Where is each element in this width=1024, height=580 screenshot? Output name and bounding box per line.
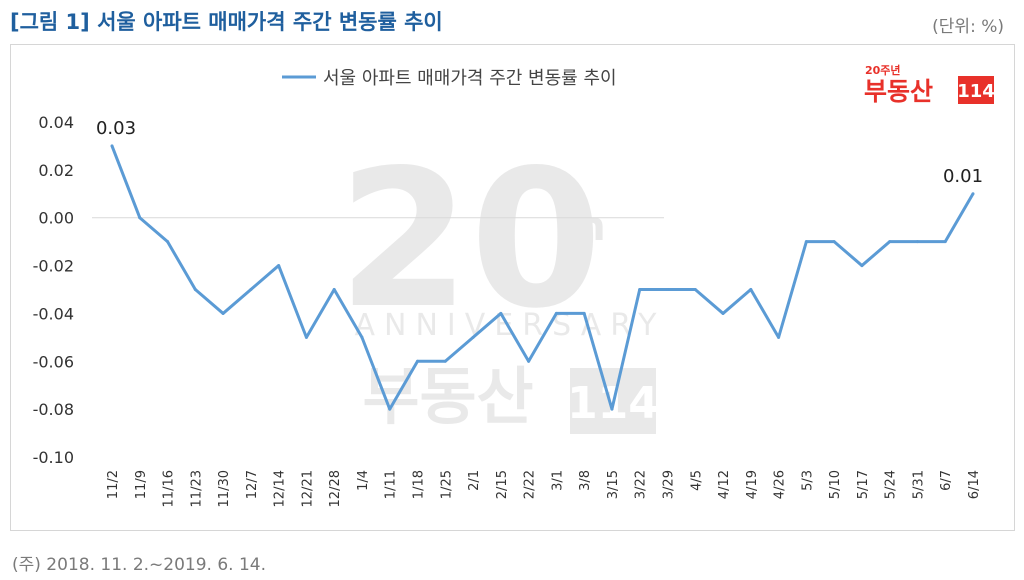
watermark-word: ANNIVERSARY	[355, 308, 666, 343]
data-point	[693, 288, 697, 291]
data-point	[832, 240, 836, 244]
y-tick-label: -0.02	[33, 257, 74, 276]
logo-badge: 20주년	[865, 63, 901, 77]
x-tick-label: 6/14	[967, 470, 982, 499]
x-tick-label: 4/12	[717, 470, 732, 499]
data-point	[915, 240, 919, 244]
brand-logo: 20주년 부동산 114	[864, 63, 994, 106]
figure-title: [그림 1] 서울 아파트 매매가격 주간 변동률 추이	[10, 10, 443, 34]
data-point	[388, 407, 392, 411]
logo-brand: 부동산	[864, 77, 933, 106]
data-point	[193, 288, 197, 291]
line-chart: 20 th ANNIVERSARY 부동산 114 서울 아파트 매매가격 주간…	[33, 68, 983, 507]
x-tick-label: 1/25	[439, 470, 454, 499]
x-tick-label: 2/22	[523, 470, 538, 499]
x-tick-label: 1/18	[412, 470, 427, 499]
footnote: (주) 2018. 11. 2.~2019. 6. 14.	[12, 555, 267, 575]
logo-number-box	[958, 76, 994, 104]
x-tick-label: 11/30	[217, 470, 232, 507]
data-point	[304, 335, 308, 339]
series-points	[110, 144, 975, 411]
y-tick-label: 0.00	[38, 209, 74, 228]
x-tick-label: 5/17	[856, 470, 871, 499]
x-tick-label: 1/4	[356, 470, 371, 491]
data-point	[360, 335, 364, 339]
x-tick-label: 5/3	[800, 470, 815, 491]
chart-frame	[10, 44, 1015, 531]
data-point	[554, 311, 558, 315]
data-point	[665, 288, 669, 291]
x-tick-label: 12/14	[273, 470, 288, 507]
x-tick-label: 2/1	[467, 470, 482, 491]
watermark-suffix: th	[558, 204, 606, 250]
data-point	[804, 240, 808, 244]
x-tick-label: 3/1	[550, 470, 565, 491]
x-tick-label: 2/15	[495, 470, 510, 499]
data-point	[749, 288, 753, 291]
x-tick-label: 1/11	[384, 470, 399, 499]
x-tick-label: 11/2	[106, 470, 121, 499]
x-tick-label: 11/23	[189, 470, 204, 507]
data-point	[471, 335, 475, 339]
x-tick-label: 5/10	[828, 470, 843, 499]
data-point	[332, 288, 336, 291]
data-point	[499, 311, 503, 315]
data-point	[971, 192, 975, 196]
x-tick-label: 12/21	[300, 470, 315, 507]
legend-label: 서울 아파트 매매가격 주간 변동률 추이	[323, 68, 617, 89]
x-tick-label: 12/7	[245, 470, 260, 499]
data-point	[888, 240, 892, 244]
x-tick-label: 3/15	[606, 470, 621, 499]
x-tick-label: 12/28	[328, 470, 343, 507]
data-point	[943, 240, 947, 244]
data-point	[527, 359, 531, 363]
data-point	[166, 240, 170, 244]
data-point	[638, 288, 642, 291]
data-point	[110, 144, 114, 148]
x-tick-label: 11/16	[162, 470, 177, 507]
y-tick-label: -0.10	[33, 448, 74, 467]
logo-number: 114	[957, 81, 994, 102]
data-point	[249, 288, 253, 291]
x-axis: 11/2 11/9 11/16 11/23 11/30 12/7 12/14 12/21 12/…	[106, 470, 982, 507]
data-point	[860, 264, 864, 268]
x-tick-label: 4/5	[689, 470, 704, 491]
y-tick-label: -0.06	[33, 352, 74, 371]
x-tick-label: 4/19	[745, 470, 760, 499]
data-point	[721, 311, 725, 315]
y-tick-label: -0.08	[33, 400, 74, 419]
data-label: 0.01	[943, 166, 983, 187]
watermark-brand: 부동산	[362, 360, 533, 433]
y-tick-label: -0.04	[33, 304, 74, 323]
x-tick-label: 6/7	[939, 470, 954, 491]
data-point	[610, 407, 614, 411]
y-tick-label: 0.02	[38, 161, 74, 180]
data-point	[416, 359, 420, 363]
data-point	[443, 359, 447, 363]
x-tick-label: 4/26	[773, 470, 788, 499]
data-point	[277, 264, 281, 268]
series-line	[110, 145, 975, 411]
y-tick-label: 0.04	[38, 113, 74, 132]
unit-label: (단위: %)	[932, 17, 1004, 37]
x-tick-label: 5/31	[911, 470, 926, 499]
y-axis: 0.04 0.02 0.00 -0.02 -0.04 -0.06 -0.08 -0.10	[33, 113, 74, 467]
data-point	[582, 311, 586, 315]
x-tick-label: 3/29	[661, 470, 676, 499]
data-point	[221, 311, 225, 315]
data-labels: 0.03 0.01	[96, 118, 983, 187]
x-tick-label: 11/9	[134, 470, 149, 499]
x-tick-label: 3/8	[578, 470, 593, 491]
data-label: 0.03	[96, 118, 136, 139]
data-point	[138, 216, 142, 220]
data-point	[777, 335, 781, 339]
x-tick-label: 3/22	[634, 470, 649, 499]
x-tick-label: 5/24	[884, 470, 899, 499]
